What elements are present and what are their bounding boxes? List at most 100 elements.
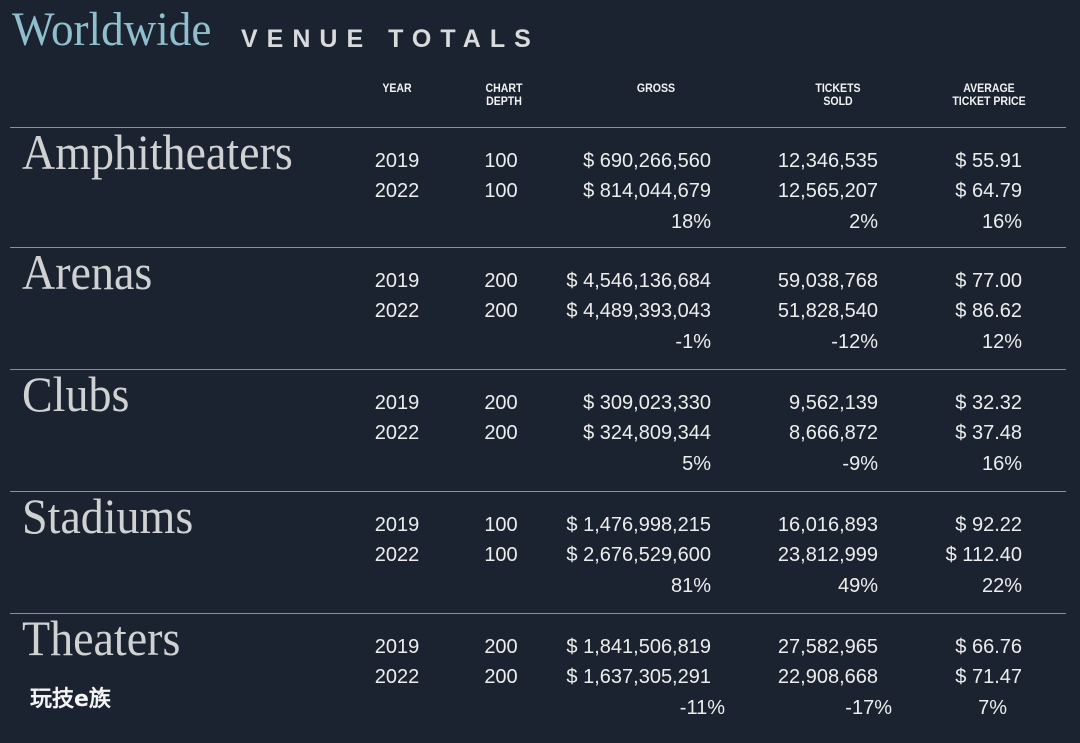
table-row: 2019 200 $ 309,023,330 9,562,139 $ 32.32 xyxy=(0,391,1080,415)
venue-group-clubs: Clubs 2019 200 $ 309,023,330 9,562,139 $… xyxy=(0,369,1080,490)
cell-chart-depth: 100 xyxy=(484,514,518,536)
column-header-gross: GROSS xyxy=(603,82,709,95)
cell-average-ticket-price-change: 7% xyxy=(978,697,1007,719)
cell-year: 2022 xyxy=(374,544,420,566)
cell-average-ticket-price: $ 55.91 xyxy=(955,150,1022,172)
table-row: 2022 100 $ 2,676,529,600 23,812,999 $ 11… xyxy=(0,543,1080,567)
cell-year: 2022 xyxy=(374,300,420,322)
watermark-logo: 玩技e族 xyxy=(30,687,111,712)
cell-gross-change: 5% xyxy=(682,453,711,475)
cell-gross: $ 324,809,344 xyxy=(583,422,711,444)
column-header-line: TICKETS xyxy=(815,81,861,95)
table-row: 2022 100 $ 814,044,679 12,565,207 $ 64.7… xyxy=(0,179,1080,203)
cell-gross: $ 1,476,998,215 xyxy=(566,514,711,536)
cell-chart-depth: 200 xyxy=(484,636,518,658)
venue-name: Amphitheaters xyxy=(22,124,293,180)
cell-gross: $ 2,676,529,600 xyxy=(566,544,711,566)
cell-gross: $ 4,489,393,043 xyxy=(566,300,711,322)
change-row: 18% 2% 16% xyxy=(0,210,1080,234)
change-row: -1% -12% 12% xyxy=(0,330,1080,354)
cell-average-ticket-price: $ 32.32 xyxy=(955,392,1022,414)
column-header-line: SOLD xyxy=(823,94,853,108)
title-venue-totals: VENUE TOTALS xyxy=(241,25,540,53)
cell-tickets-sold: 9,562,139 xyxy=(789,392,878,414)
cell-average-ticket-price: $ 112.40 xyxy=(945,544,1022,566)
cell-year: 2022 xyxy=(374,666,420,688)
column-header-line: GROSS xyxy=(636,81,676,95)
column-header-line: TICKET PRICE xyxy=(952,94,1026,108)
table-row: 2022 200 $ 324,809,344 8,666,872 $ 37.48 xyxy=(0,421,1080,445)
cell-year: 2019 xyxy=(374,392,420,414)
venue-group-arenas: Arenas 2019 200 $ 4,546,136,684 59,038,7… xyxy=(0,247,1080,368)
table-row: 2019 100 $ 1,476,998,215 16,016,893 $ 92… xyxy=(0,513,1080,537)
column-header-average-ticket-price: AVERAGE TICKET PRICE xyxy=(936,82,1042,108)
cell-tickets-sold: 16,016,893 xyxy=(777,514,878,536)
cell-gross-change: -1% xyxy=(675,331,711,353)
cell-chart-depth: 100 xyxy=(484,544,518,566)
cell-chart-depth: 200 xyxy=(484,422,518,444)
divider-rule xyxy=(10,247,1066,248)
venue-name: Theaters xyxy=(22,610,181,666)
change-row: -11% -17% 7% xyxy=(0,696,1080,720)
venue-name: Stadiums xyxy=(22,488,194,544)
cell-tickets-sold-change: 2% xyxy=(849,211,878,233)
cell-chart-depth: 200 xyxy=(484,392,518,414)
cell-average-ticket-price-change: 12% xyxy=(981,331,1022,353)
cell-gross: $ 690,266,560 xyxy=(583,150,711,172)
cell-average-ticket-price-change: 22% xyxy=(981,575,1022,597)
divider-rule xyxy=(10,369,1066,370)
change-row: 5% -9% 16% xyxy=(0,452,1080,476)
column-header-line: YEAR xyxy=(382,81,412,95)
cell-gross-change: 81% xyxy=(670,575,711,597)
venue-name: Arenas xyxy=(22,244,153,300)
divider-rule xyxy=(10,613,1066,614)
column-header-line: CHART xyxy=(485,81,523,95)
title-worldwide: Worldwide xyxy=(12,3,212,56)
column-header-year: YEAR xyxy=(344,82,450,95)
cell-average-ticket-price: $ 77.00 xyxy=(955,270,1022,292)
cell-tickets-sold-change: -12% xyxy=(831,331,878,353)
cell-gross: $ 814,044,679 xyxy=(583,180,711,202)
cell-year: 2019 xyxy=(374,636,420,658)
cell-average-ticket-price-change: 16% xyxy=(981,211,1022,233)
cell-chart-depth: 200 xyxy=(484,666,518,688)
cell-tickets-sold: 12,346,535 xyxy=(777,150,878,172)
column-header-line: DEPTH xyxy=(486,94,522,108)
cell-average-ticket-price: $ 92.22 xyxy=(955,514,1022,536)
change-row: 81% 49% 22% xyxy=(0,574,1080,598)
cell-tickets-sold: 12,565,207 xyxy=(777,180,878,202)
table-row: 2019 200 $ 1,841,506,819 27,582,965 $ 66… xyxy=(0,635,1080,659)
cell-gross-change: -11% xyxy=(679,697,725,719)
cell-gross: $ 309,023,330 xyxy=(583,392,711,414)
cell-chart-depth: 100 xyxy=(484,150,518,172)
cell-tickets-sold: 22,908,668 xyxy=(777,666,878,688)
cell-gross: $ 1,841,506,819 xyxy=(566,636,711,658)
column-header-tickets-sold: TICKETS SOLD xyxy=(785,82,891,108)
venue-name: Clubs xyxy=(22,366,130,422)
table-row: 2022 200 $ 1,637,305,291 22,908,668 $ 71… xyxy=(0,665,1080,689)
table-row: 2019 200 $ 4,546,136,684 59,038,768 $ 77… xyxy=(0,269,1080,293)
cell-gross-change: 18% xyxy=(670,211,711,233)
cell-tickets-sold: 59,038,768 xyxy=(777,270,878,292)
cell-tickets-sold-change: 49% xyxy=(837,575,878,597)
cell-gross: $ 4,546,136,684 xyxy=(566,270,711,292)
cell-average-ticket-price: $ 71.47 xyxy=(955,666,1022,688)
cell-tickets-sold: 51,828,540 xyxy=(777,300,878,322)
cell-chart-depth: 200 xyxy=(484,270,518,292)
cell-average-ticket-price: $ 37.48 xyxy=(955,422,1022,444)
cell-year: 2019 xyxy=(374,514,420,536)
cell-average-ticket-price: $ 86.62 xyxy=(955,300,1022,322)
cell-tickets-sold-change: -17% xyxy=(845,697,892,719)
venue-group-amphitheaters: Amphitheaters 2019 100 $ 690,266,560 12,… xyxy=(0,127,1080,248)
cell-tickets-sold: 27,582,965 xyxy=(777,636,878,658)
venue-group-theaters: Theaters 2019 200 $ 1,841,506,819 27,582… xyxy=(0,613,1080,734)
cell-average-ticket-price: $ 66.76 xyxy=(955,636,1022,658)
cell-year: 2022 xyxy=(374,422,420,444)
cell-average-ticket-price-change: 16% xyxy=(981,453,1022,475)
cell-gross: $ 1,637,305,291 xyxy=(566,666,711,688)
cell-chart-depth: 100 xyxy=(484,180,518,202)
cell-year: 2022 xyxy=(374,180,420,202)
table-row: 2019 100 $ 690,266,560 12,346,535 $ 55.9… xyxy=(0,149,1080,173)
cell-tickets-sold: 8,666,872 xyxy=(789,422,878,444)
table-row: 2022 200 $ 4,489,393,043 51,828,540 $ 86… xyxy=(0,299,1080,323)
